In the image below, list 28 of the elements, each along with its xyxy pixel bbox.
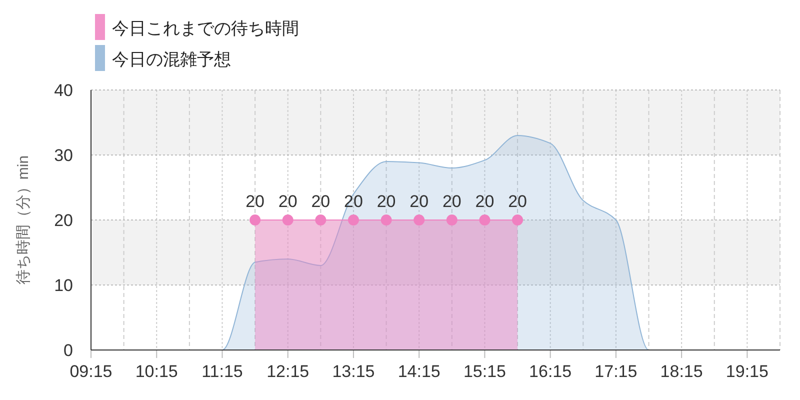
y-axis-title: 待ち時間（分）min xyxy=(15,155,32,285)
y-tick-label: 40 xyxy=(54,81,73,100)
data-label: 20 xyxy=(508,192,527,211)
y-tick-label: 20 xyxy=(54,211,73,230)
legend-label: 今日これまでの待ち時間 xyxy=(112,19,299,38)
data-label: 20 xyxy=(311,192,330,211)
x-tick-label: 10:15 xyxy=(135,362,178,381)
x-tick-label: 11:15 xyxy=(202,362,243,381)
data-label: 20 xyxy=(475,192,494,211)
data-label: 20 xyxy=(376,192,396,211)
x-tick-label: 13:15 xyxy=(332,362,375,381)
y-tick-label: 10 xyxy=(54,276,73,295)
legend-label: 今日の混雑予想 xyxy=(112,50,231,69)
data-label: 20 xyxy=(246,192,265,211)
y-tick-label: 0 xyxy=(64,341,73,360)
x-tick-label: 14:15 xyxy=(398,362,440,381)
x-tick-label: 18:15 xyxy=(660,362,703,381)
x-tick-label: 17:15 xyxy=(594,362,638,381)
data-label: 20 xyxy=(278,192,298,211)
data-label: 20 xyxy=(410,192,429,211)
x-tick-label: 16:15 xyxy=(529,362,572,381)
x-tick-label: 09:15 xyxy=(70,362,112,381)
data-label: 20 xyxy=(344,192,363,211)
x-tick-label: 15:15 xyxy=(463,362,506,381)
y-tick-label: 30 xyxy=(54,146,73,165)
data-label: 20 xyxy=(442,192,462,211)
x-tick-label: 19:15 xyxy=(726,362,768,381)
x-tick-label: 12:15 xyxy=(266,362,310,381)
